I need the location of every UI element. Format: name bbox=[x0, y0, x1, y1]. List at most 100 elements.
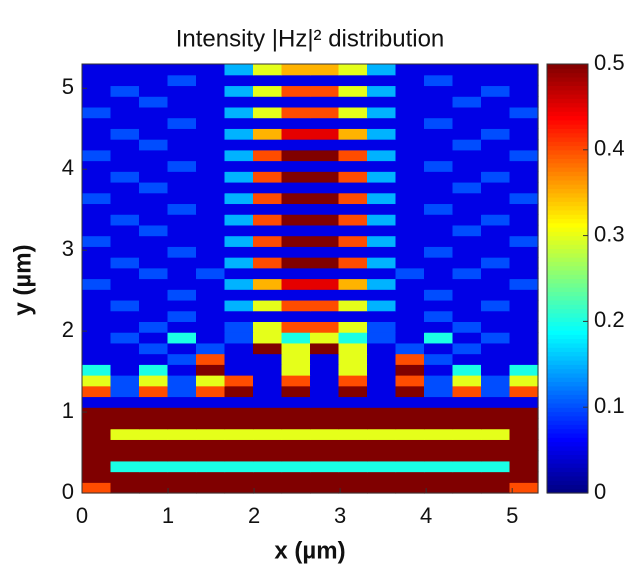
heat-cell bbox=[110, 396, 140, 408]
heat-cell bbox=[452, 428, 482, 440]
heat-cell bbox=[338, 96, 368, 108]
heat-cell bbox=[509, 106, 539, 119]
heat-cell bbox=[509, 375, 539, 387]
heat-cell bbox=[224, 375, 254, 387]
heat-cell bbox=[110, 64, 140, 76]
heat-cell bbox=[82, 450, 112, 462]
heat-cell bbox=[196, 214, 226, 226]
heat-cell bbox=[367, 160, 397, 172]
heat-cell bbox=[167, 214, 197, 226]
heat-cell bbox=[424, 117, 454, 129]
heat-cell bbox=[452, 74, 482, 87]
heat-cell bbox=[196, 407, 226, 419]
heat-cell bbox=[167, 321, 197, 333]
heat-cell bbox=[310, 342, 340, 355]
heat-cell bbox=[424, 321, 454, 333]
heat-cell bbox=[139, 203, 169, 215]
colorbar-segment bbox=[547, 347, 588, 353]
colorbar-tick-label: 0 bbox=[594, 479, 606, 504]
heat-cell bbox=[452, 181, 482, 194]
heat-cell bbox=[167, 267, 197, 280]
heat-cell bbox=[367, 192, 397, 205]
heat-cell bbox=[509, 471, 539, 483]
heat-cell bbox=[481, 246, 511, 258]
colorbar-segment bbox=[547, 81, 588, 87]
heat-cell bbox=[167, 471, 197, 483]
heat-cell bbox=[481, 299, 511, 312]
colorbar-segment bbox=[547, 471, 588, 477]
heat-cell bbox=[224, 396, 254, 408]
heat-cell bbox=[424, 375, 454, 387]
heat-cell bbox=[509, 96, 539, 108]
heat-cell bbox=[395, 385, 425, 398]
heat-cell bbox=[452, 160, 482, 172]
heat-cell bbox=[367, 428, 397, 440]
heat-cell bbox=[367, 149, 397, 162]
heat-cell bbox=[110, 417, 140, 430]
heat-cell bbox=[310, 214, 340, 226]
heat-cell bbox=[224, 96, 254, 108]
heat-cell bbox=[452, 482, 482, 494]
heat-cell bbox=[167, 289, 197, 301]
colorbar-tick-label: 0.5 bbox=[594, 50, 625, 75]
heat-cell bbox=[224, 342, 254, 355]
heat-cell bbox=[509, 289, 539, 301]
heat-cell bbox=[281, 482, 311, 494]
heat-cell bbox=[424, 332, 454, 344]
heat-cell bbox=[139, 278, 169, 290]
heat-cell bbox=[481, 396, 511, 408]
heat-cell bbox=[281, 128, 311, 140]
heat-cell bbox=[82, 482, 112, 494]
heat-cell bbox=[281, 428, 311, 440]
heat-cell bbox=[167, 106, 197, 119]
heat-cell bbox=[395, 128, 425, 140]
heat-cell bbox=[224, 407, 254, 419]
y-tick-label: 5 bbox=[62, 74, 74, 99]
heat-cell bbox=[281, 85, 311, 97]
heat-cell bbox=[224, 117, 254, 129]
heat-cell bbox=[395, 353, 425, 365]
colorbar-segment bbox=[547, 282, 588, 288]
heat-cell bbox=[424, 353, 454, 365]
heat-cell bbox=[452, 149, 482, 162]
heat-cell bbox=[281, 117, 311, 129]
heat-cell bbox=[281, 439, 311, 451]
heat-cell bbox=[452, 96, 482, 108]
heat-cell bbox=[424, 192, 454, 205]
heat-cell bbox=[481, 257, 511, 269]
heat-cell bbox=[367, 417, 397, 430]
heat-cell bbox=[481, 235, 511, 247]
heat-cell bbox=[139, 128, 169, 140]
colorbar-segment bbox=[547, 480, 588, 486]
heat-cell bbox=[310, 407, 340, 419]
heat-cell bbox=[338, 299, 368, 312]
heat-cell bbox=[110, 139, 140, 151]
x-tick-label: 4 bbox=[420, 503, 432, 528]
heat-cell bbox=[196, 460, 226, 473]
heat-cell bbox=[424, 482, 454, 494]
heat-cell bbox=[167, 171, 197, 183]
heat-cell bbox=[139, 289, 169, 301]
colorbar-segment bbox=[547, 68, 588, 74]
heat-cell bbox=[367, 96, 397, 108]
colorbar-segment bbox=[547, 64, 588, 69]
heat-cell bbox=[481, 364, 511, 376]
heat-cell bbox=[167, 364, 197, 376]
x-tick-label: 0 bbox=[76, 503, 88, 528]
heat-cell bbox=[196, 171, 226, 183]
heat-cell bbox=[509, 117, 539, 129]
heat-cell bbox=[110, 299, 140, 312]
heat-cell bbox=[310, 171, 340, 183]
colorbar-segment bbox=[547, 205, 588, 211]
colorbar-segment bbox=[547, 89, 588, 95]
colorbar-segment bbox=[547, 274, 588, 280]
heat-cell bbox=[281, 160, 311, 172]
heat-cell bbox=[167, 235, 197, 247]
colorbar-segment bbox=[547, 385, 588, 391]
heat-cell bbox=[395, 64, 425, 76]
heat-cell bbox=[367, 214, 397, 226]
colorbar-segment bbox=[547, 265, 588, 271]
heat-cell bbox=[224, 214, 254, 226]
heat-cell bbox=[338, 428, 368, 440]
